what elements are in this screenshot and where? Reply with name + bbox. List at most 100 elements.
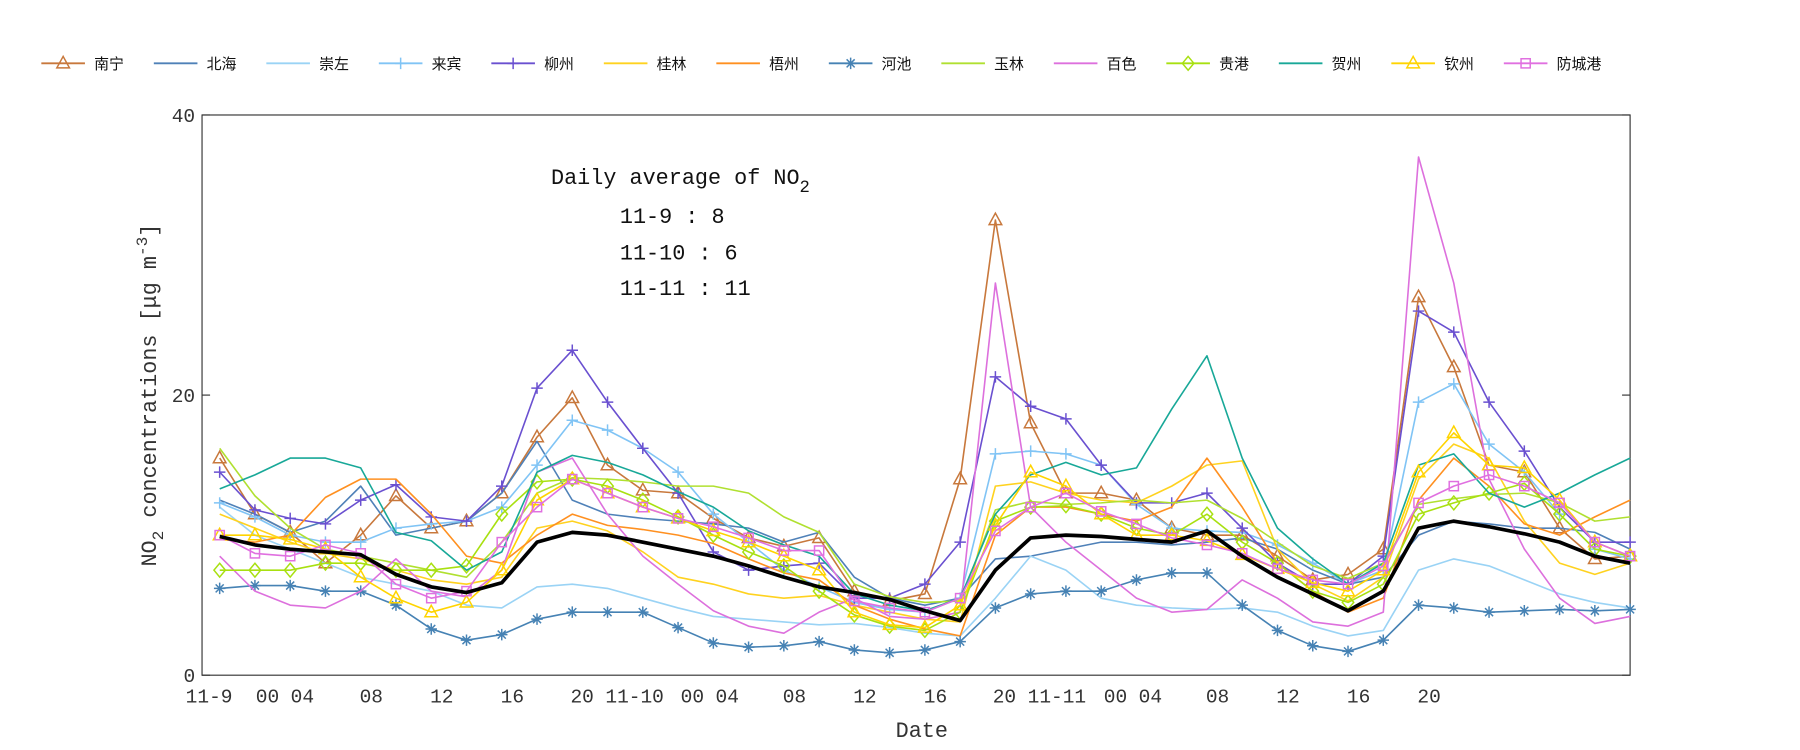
data-point-marker [1518, 605, 1531, 617]
series-line [219, 457, 1631, 637]
data-point-marker [954, 635, 966, 648]
data-point-marker [707, 637, 720, 649]
data-point-marker [566, 414, 579, 427]
annotation-line: 11-10 : 6 [620, 242, 738, 267]
data-point-marker [1272, 563, 1283, 575]
legend-item: 北海 [153, 55, 237, 73]
data-point-marker [990, 525, 1001, 537]
data-point-marker [564, 389, 580, 404]
data-point-marker [1271, 624, 1284, 637]
legend-label: 南宁 [94, 55, 124, 73]
legend-item: 贵港 [1166, 55, 1249, 73]
data-point-marker [1448, 602, 1460, 614]
data-point-marker [1200, 506, 1214, 523]
series-梧州 [219, 457, 1631, 637]
data-point-marker [531, 613, 543, 625]
data-point-marker [423, 603, 439, 618]
data-point-marker [1589, 536, 1601, 548]
data-point-marker [213, 497, 226, 509]
data-point-marker [389, 562, 403, 579]
data-point-marker [811, 561, 827, 576]
data-point-marker [1025, 501, 1037, 513]
data-point-marker [388, 589, 404, 604]
data-point-marker [601, 606, 614, 618]
data-point-marker [1095, 585, 1107, 597]
x-tick-label: 04 [1139, 687, 1162, 709]
x-tick-label: 16 [1347, 687, 1370, 709]
x-tick-label: 20 [993, 687, 1016, 709]
data-point-marker [1411, 506, 1426, 523]
legend-label: 来宾 [432, 55, 462, 73]
data-point-marker [284, 550, 296, 562]
data-point-marker [1377, 560, 1389, 572]
data-point-marker [531, 382, 543, 394]
data-point-marker [1060, 487, 1072, 499]
annotation-title: Daily average of NO2 [551, 166, 810, 198]
legend-label: 玉林 [994, 55, 1024, 73]
data-point-marker [1448, 378, 1460, 390]
x-tick-label: 00 [256, 687, 279, 709]
data-point-marker [1236, 522, 1248, 534]
x-axis: 11-9 00 04 08 12 16 20 11-10 00 04 08 12 16 20 11-11 00… [186, 687, 1441, 709]
data-point-marker [566, 473, 578, 485]
data-point-marker [531, 459, 543, 471]
data-point-marker [777, 557, 791, 575]
series-group [212, 156, 1638, 659]
data-point-marker [1552, 519, 1568, 534]
x-axis-label: Date [896, 719, 948, 744]
data-point-marker [212, 562, 227, 579]
data-point-marker [1518, 445, 1531, 457]
data-point-marker [846, 603, 862, 618]
data-point-marker [778, 545, 790, 556]
x-tick-label: 11-10 [605, 687, 664, 709]
data-point-marker [494, 561, 510, 576]
data-point-marker [390, 599, 402, 611]
data-point-marker [1093, 484, 1109, 499]
data-point-marker [1095, 459, 1107, 471]
legend-item: 钦州 [1391, 54, 1474, 73]
data-point-marker [1131, 518, 1142, 530]
data-point-marker [459, 557, 474, 575]
data-point-marker [601, 424, 614, 436]
series-钦州 [212, 424, 1638, 633]
data-point-marker [390, 478, 402, 491]
data-point-marker [989, 448, 1002, 460]
legend-label: 崇左 [319, 55, 349, 73]
legend-label: 柳州 [544, 55, 574, 73]
data-point-marker [742, 641, 755, 653]
y-tick-label: 0 [183, 666, 195, 688]
plot-area [201, 114, 1631, 676]
data-point-marker [213, 582, 226, 595]
data-point-marker [672, 621, 684, 634]
series-line [219, 432, 1631, 629]
data-point-marker [1023, 463, 1039, 478]
legend-item: 贺州 [1278, 55, 1361, 73]
data-point-marker [320, 539, 331, 551]
legend-label: 梧州 [769, 55, 799, 73]
data-point-marker [848, 644, 861, 656]
data-point-marker [1024, 445, 1037, 457]
legend-item: 河池 [828, 55, 912, 73]
legend-marker-icon [1520, 57, 1531, 69]
data-point-marker [705, 522, 721, 537]
data-point-marker [248, 562, 262, 579]
data-point-marker [601, 396, 614, 408]
data-point-marker [1340, 582, 1356, 597]
data-point-marker [849, 595, 860, 607]
data-point-marker [495, 506, 509, 523]
data-point-marker [1412, 396, 1425, 408]
legend-marker-icon [394, 57, 407, 70]
data-point-marker [1413, 497, 1424, 509]
data-point-marker [602, 487, 613, 499]
data-point-marker [1410, 463, 1427, 478]
legend-label: 河池 [882, 55, 912, 73]
data-point-marker [707, 521, 719, 533]
annotation-line: 11-11 : 11 [620, 277, 751, 302]
data-point-marker [1342, 645, 1354, 658]
data-point-marker [1624, 550, 1636, 562]
data-point-marker [1236, 599, 1248, 611]
data-point-marker [353, 568, 369, 583]
data-point-marker [282, 530, 298, 545]
data-point-marker [529, 491, 545, 506]
data-point-marker [637, 501, 649, 513]
